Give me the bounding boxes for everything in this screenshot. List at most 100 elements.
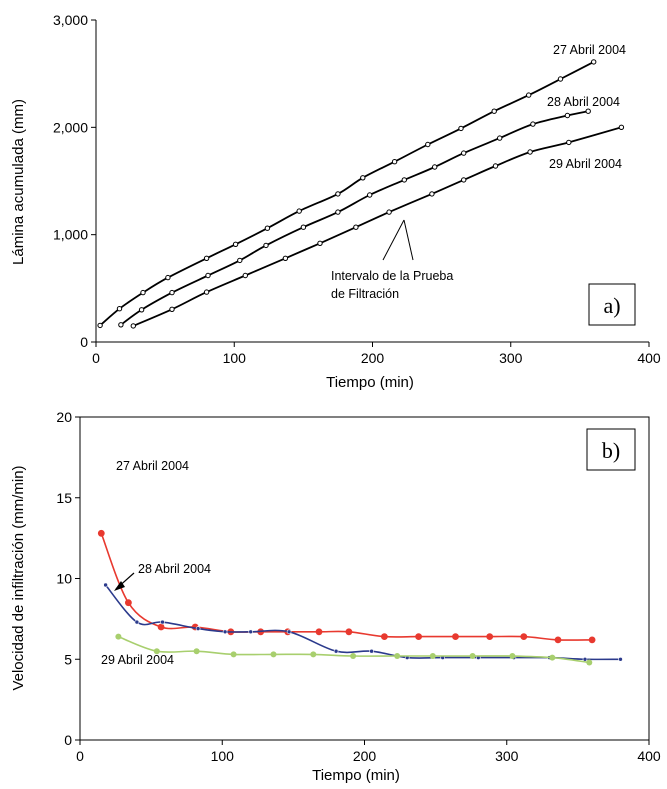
data-point — [585, 108, 591, 114]
data-point — [618, 656, 623, 662]
data-point — [497, 135, 503, 141]
data-point — [230, 651, 237, 658]
data-point — [97, 529, 105, 537]
data-point — [582, 656, 588, 662]
series-label-29-abril: 29 Abril 2004 — [101, 653, 174, 667]
data-point — [165, 274, 171, 281]
data-point — [492, 163, 499, 169]
data-point — [530, 121, 536, 127]
data-point — [394, 653, 401, 659]
series-group — [97, 529, 623, 666]
annotation-text-line-2: de Filtración — [331, 287, 399, 301]
data-point — [248, 629, 253, 635]
series-label-27-abril: 27 Abril 2004 — [116, 459, 189, 473]
y-axis-title-a: Lámina acumulada (mm) — [10, 99, 27, 265]
data-point — [345, 628, 353, 636]
data-point — [232, 241, 239, 248]
y-tick-label: 15 — [56, 490, 72, 506]
data-point — [160, 619, 165, 625]
data-point — [520, 633, 528, 640]
data-point — [618, 124, 625, 131]
data-point — [458, 125, 464, 132]
panel-tag-b: b) — [602, 438, 620, 463]
data-point — [205, 272, 211, 279]
panel-tag-box-b — [586, 428, 636, 471]
x-tick-label: 300 — [495, 748, 519, 764]
y-tick-label: 0 — [80, 334, 88, 350]
y-tick-label: 3,000 — [53, 12, 88, 28]
x-axis-title-a: Tiempo (min) — [326, 374, 414, 391]
series-label-28-abril-2004: 28 Abril 2004 — [547, 95, 620, 109]
x-tick-label: 200 — [361, 350, 385, 366]
data-point — [415, 633, 422, 640]
data-point — [333, 648, 339, 654]
annotation-pointer-right — [403, 219, 414, 261]
data-point — [103, 582, 108, 588]
data-point — [461, 150, 467, 156]
data-point — [300, 224, 307, 230]
series-29-abril-2004 — [130, 124, 625, 329]
data-point — [557, 76, 564, 82]
series-27-abril-2004 — [97, 59, 597, 329]
x-axis-title-b: Tiempo (min) — [312, 767, 400, 784]
data-point — [169, 306, 175, 312]
data-point — [130, 323, 137, 329]
data-point — [193, 648, 200, 655]
arrow-head-28-abril — [114, 581, 125, 591]
data-point — [270, 651, 277, 658]
axes: 0 100 200 300 400 0 1,000 2,000 3,000 — [53, 12, 661, 366]
data-point — [195, 626, 201, 631]
data-point — [486, 633, 494, 640]
data-point — [97, 322, 103, 329]
annotation-text-line-1: Intervalo de la Prueba — [331, 269, 453, 283]
series-labels: 27 Abril 2004 28 Abril 2004 29 Abril 2004 — [547, 43, 626, 171]
data-point — [549, 654, 556, 661]
x-tick-label: 0 — [76, 748, 84, 764]
y-tick-label: 20 — [56, 409, 72, 425]
series-line-27-abril-2004 — [100, 533, 593, 641]
data-point — [118, 322, 124, 328]
data-point — [367, 192, 373, 198]
series-group — [97, 59, 625, 329]
data-point — [369, 648, 374, 654]
x-tick-label: 100 — [211, 748, 235, 764]
axes: 0 100 200 300 400 0 5 10 15 20 — [56, 409, 660, 764]
data-point — [350, 653, 357, 659]
series-line-28-abril-2004 — [104, 584, 621, 661]
data-point — [315, 628, 323, 636]
series-line-29-abril-2004 — [132, 126, 622, 327]
series-label-29-abril-2004: 29 Abril 2004 — [549, 157, 622, 171]
data-point — [527, 149, 533, 155]
data-point — [586, 659, 593, 666]
data-point — [203, 255, 210, 261]
series-27-abril-2004 — [97, 529, 596, 644]
data-point — [317, 240, 323, 247]
series-28-abril-2004 — [118, 108, 591, 328]
data-point — [564, 112, 571, 119]
x-tick-label: 400 — [637, 748, 661, 764]
data-point — [115, 633, 122, 640]
data-point — [360, 175, 366, 181]
chart-panel-b: 0 100 200 300 400 0 5 10 15 20 27 Abril 2004 28 A… — [10, 409, 661, 784]
data-point — [134, 619, 140, 625]
data-point — [282, 255, 289, 261]
data-point — [588, 636, 596, 644]
y-tick-label: 1,000 — [53, 227, 88, 243]
data-point — [429, 191, 435, 197]
y-tick-label: 0 — [64, 732, 72, 748]
data-point — [335, 209, 341, 215]
panel-tag-box-a — [588, 283, 636, 326]
data-point — [386, 209, 392, 215]
data-point — [169, 289, 175, 296]
data-point — [153, 648, 160, 655]
series-label-27-abril-2004: 27 Abril 2004 — [553, 43, 626, 57]
y-tick-label: 2,000 — [53, 119, 88, 135]
x-tick-label: 100 — [223, 350, 247, 366]
data-point — [237, 257, 243, 264]
data-point — [124, 599, 132, 607]
series-28-abril-2004 — [103, 582, 623, 662]
data-point — [140, 289, 146, 296]
data-point — [491, 108, 497, 114]
data-point — [286, 629, 292, 635]
data-point — [157, 623, 165, 631]
